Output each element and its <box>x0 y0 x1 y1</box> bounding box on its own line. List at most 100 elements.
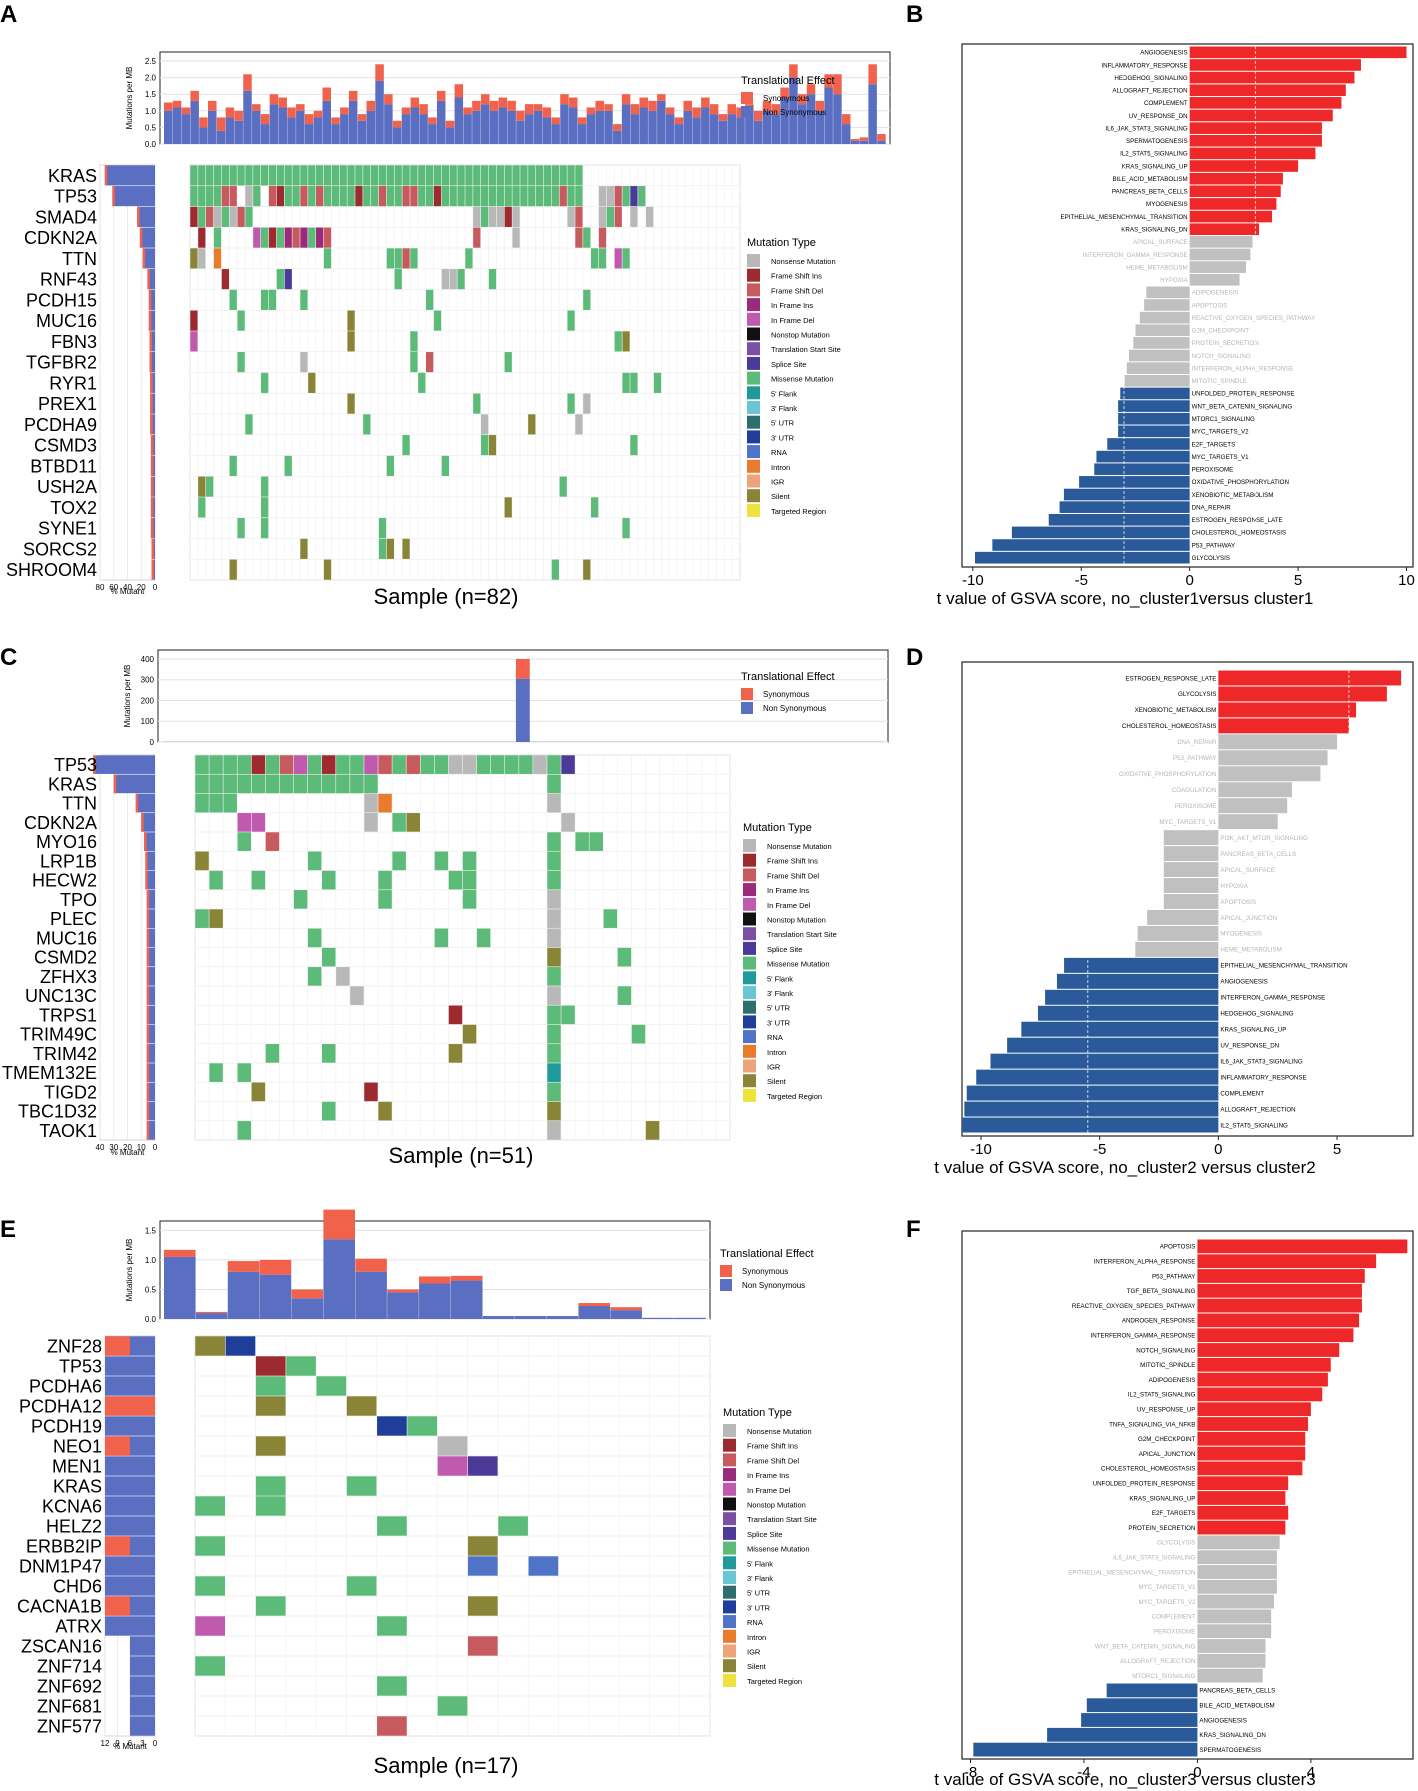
pct-bar-nonsynonymous <box>146 1063 155 1082</box>
pct-bar-nonsynonymous <box>135 793 155 813</box>
mutation-cell <box>583 289 591 310</box>
tmb-bar-synonymous <box>227 1261 260 1272</box>
mutation-cell <box>598 206 607 227</box>
mutation-type-swatch <box>747 283 760 297</box>
tmb-bar-synonymous <box>604 104 613 111</box>
mutation-cell <box>434 755 449 774</box>
mutation-type-swatch <box>743 927 756 941</box>
pathway-label: HYPOXIA <box>1220 883 1248 890</box>
gsva-bar <box>1197 1343 1340 1357</box>
gsva-bar <box>1218 814 1278 830</box>
mutation-cell <box>407 1416 438 1436</box>
tmb-bar-synonymous <box>806 84 816 95</box>
mutation-cell <box>237 813 252 832</box>
mutation-cell <box>339 186 347 207</box>
tmb-bar-synonymous <box>199 117 208 128</box>
oncoplot-A: A 0.0 0.5 1.0 1.5 2.0 2.5 Mutations per MB 80 60 4… <box>0 1 891 609</box>
gsva-bar <box>1197 1535 1280 1550</box>
tmb-bar-nonsynonymous <box>877 140 886 144</box>
tmb-bar-nonsynonymous <box>815 110 825 144</box>
tmb-bar-nonsynonymous <box>259 1274 292 1319</box>
mutation-cell <box>622 372 630 393</box>
tmb-bar-nonsynonymous <box>604 110 613 144</box>
mutation-cell <box>583 393 591 414</box>
pathway-label: MTORC1_SIGNALING <box>1132 1673 1195 1680</box>
pct-bar-nonsynonymous <box>141 813 155 832</box>
mutation-cell <box>386 165 394 186</box>
mutation-cell <box>536 186 544 207</box>
mutation-cell <box>195 909 209 928</box>
pathway-label: CHOLESTEROL_HOMEOSTASIS <box>1192 530 1286 537</box>
gene-label: CACNA1B <box>17 1596 102 1616</box>
mutation-cell <box>504 206 512 227</box>
mutation-type-legend-title: Mutation Type <box>747 237 816 249</box>
effect-legend-label: Non Synonymous <box>763 704 826 713</box>
pathway-label: PANCREAS_BETA_CELLS <box>1199 1688 1275 1695</box>
tmb-bar-nonsynonymous <box>225 117 235 144</box>
gsva-bar <box>1147 909 1219 925</box>
mutation-cell <box>355 165 363 186</box>
gsva-bar <box>1056 973 1219 989</box>
mutation-cell <box>300 165 308 186</box>
mutation-type-label: In Frame Del <box>771 316 815 325</box>
mutation-type-swatch <box>747 371 760 385</box>
tmb-bar-nonsynonymous <box>665 114 675 144</box>
pathway-label: INTERFERON_GAMMA_RESPONSE <box>1220 995 1325 1002</box>
mutation-cell <box>547 1005 561 1025</box>
tmb-bar-nonsynonymous <box>833 94 842 144</box>
x-tick-label: -8 <box>964 1764 977 1781</box>
tmb-bar-nonsynonymous <box>546 1316 579 1319</box>
pathway-label: HEME_METABOLISM <box>1126 264 1187 271</box>
pct-bar-nonsynonymous <box>146 1101 155 1121</box>
tmb-bar-synonymous <box>833 74 842 95</box>
mutation-cell <box>386 538 394 559</box>
tmb-bar-nonsynonymous <box>745 110 754 144</box>
mutation-cell <box>547 1101 561 1121</box>
mutation-cell <box>195 1336 225 1356</box>
mutation-cell <box>496 165 504 186</box>
pct-bar-synonymous <box>105 1336 130 1356</box>
mutation-cell <box>190 331 198 352</box>
tmb-bar-synonymous <box>533 104 543 111</box>
pct-bar-nonsynonymous <box>139 227 155 248</box>
mutation-cell <box>646 206 654 227</box>
mutation-cell <box>467 1636 498 1656</box>
mutation-cell <box>261 476 269 497</box>
pathway-label: HYPOXIA <box>1160 277 1188 284</box>
mutation-cell <box>559 476 567 497</box>
gsva-bar <box>1218 702 1357 718</box>
gsva-bar <box>1189 59 1361 71</box>
mutation-cell <box>547 851 561 871</box>
pct-bar-synonymous <box>146 1082 150 1102</box>
pct-tick-label: 3 <box>140 1739 145 1748</box>
tmb-bar-nonsynonymous <box>736 117 745 144</box>
mutation-cell <box>481 206 489 227</box>
mutation-cell <box>394 269 402 290</box>
mutation-cell <box>255 1356 286 1376</box>
pct-tick-label: 40 <box>123 583 132 592</box>
sample-axis-label: Sample (n=82) <box>374 584 519 609</box>
tmb-bar-nonsynonymous <box>199 127 208 144</box>
tmb-bar-nonsynonymous <box>859 140 869 144</box>
pathway-label: COMPLEMENT <box>1152 1614 1196 1621</box>
mutation-type-swatch <box>743 853 756 867</box>
mutation-cell <box>346 1396 377 1416</box>
mutation-cell <box>614 206 622 227</box>
mutation-cell <box>198 476 206 497</box>
mutation-type-swatch <box>743 1030 756 1044</box>
tmb-bar-nonsynonymous <box>806 94 816 144</box>
gsva-bar <box>1189 109 1333 122</box>
pct-tick-label: 0 <box>153 583 158 592</box>
tmb-bar-synonymous <box>322 87 331 101</box>
mutation-cell <box>339 165 347 186</box>
gsva-bar <box>1218 782 1292 798</box>
pct-bar-nonsynonymous <box>142 248 155 269</box>
gsva-bar <box>1197 1609 1272 1624</box>
pathway-label: E2F_TARGETS <box>1192 441 1236 448</box>
tmb-tick-label: 2.5 <box>145 57 157 66</box>
mutation-cell <box>316 186 324 207</box>
tmb-axis-label: Mutations per MB <box>125 1239 134 1302</box>
mutation-type-swatch <box>743 868 756 882</box>
mutation-type-swatch <box>747 489 760 503</box>
gsva-bar <box>1118 412 1190 425</box>
